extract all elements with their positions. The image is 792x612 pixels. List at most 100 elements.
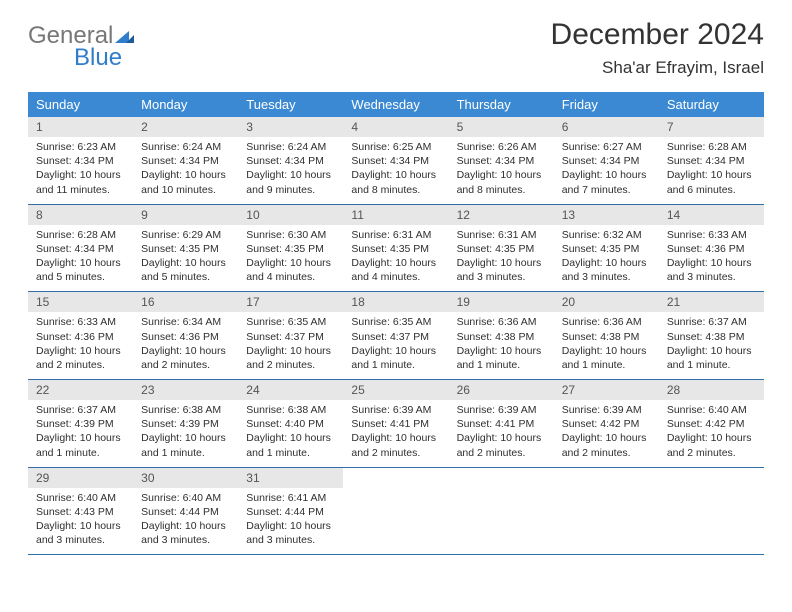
day-details: Sunrise: 6:37 AMSunset: 4:39 PMDaylight:… [28,400,133,467]
calendar-day-cell: 11Sunrise: 6:31 AMSunset: 4:35 PMDayligh… [343,204,448,292]
day-details: Sunrise: 6:29 AMSunset: 4:35 PMDaylight:… [133,225,238,292]
day-number: 13 [554,205,659,225]
calendar-week-row: 22Sunrise: 6:37 AMSunset: 4:39 PMDayligh… [28,380,764,468]
calendar-day-cell: 6Sunrise: 6:27 AMSunset: 4:34 PMDaylight… [554,117,659,204]
day-number: 22 [28,380,133,400]
day-details: Sunrise: 6:34 AMSunset: 4:36 PMDaylight:… [133,312,238,379]
calendar-day-cell: 18Sunrise: 6:35 AMSunset: 4:37 PMDayligh… [343,292,448,380]
day-number: 20 [554,292,659,312]
location: Sha'ar Efrayim, Israel [551,58,764,78]
calendar-day-cell: .. [343,467,448,555]
calendar-day-cell: 20Sunrise: 6:36 AMSunset: 4:38 PMDayligh… [554,292,659,380]
day-details: Sunrise: 6:24 AMSunset: 4:34 PMDaylight:… [238,137,343,204]
day-details: Sunrise: 6:36 AMSunset: 4:38 PMDaylight:… [554,312,659,379]
calendar-week-row: 1Sunrise: 6:23 AMSunset: 4:34 PMDaylight… [28,117,764,204]
calendar-day-cell: 31Sunrise: 6:41 AMSunset: 4:44 PMDayligh… [238,467,343,555]
calendar-day-cell: 16Sunrise: 6:34 AMSunset: 4:36 PMDayligh… [133,292,238,380]
weekday-header-row: SundayMondayTuesdayWednesdayThursdayFrid… [28,92,764,117]
day-details: Sunrise: 6:23 AMSunset: 4:34 PMDaylight:… [28,137,133,204]
calendar-day-cell: 1Sunrise: 6:23 AMSunset: 4:34 PMDaylight… [28,117,133,204]
day-number: 8 [28,205,133,225]
day-number: 9 [133,205,238,225]
calendar-day-cell: 26Sunrise: 6:39 AMSunset: 4:41 PMDayligh… [449,380,554,468]
day-details: Sunrise: 6:27 AMSunset: 4:34 PMDaylight:… [554,137,659,204]
day-details: Sunrise: 6:26 AMSunset: 4:34 PMDaylight:… [449,137,554,204]
day-number: 19 [449,292,554,312]
weekday-header: Monday [133,92,238,117]
logo: General Blue [28,22,134,72]
day-number: 4 [343,117,448,137]
day-number: 29 [28,468,133,488]
calendar-day-cell: 29Sunrise: 6:40 AMSunset: 4:43 PMDayligh… [28,467,133,555]
calendar-day-cell: 21Sunrise: 6:37 AMSunset: 4:38 PMDayligh… [659,292,764,380]
calendar-table: SundayMondayTuesdayWednesdayThursdayFrid… [28,92,764,555]
day-number: 16 [133,292,238,312]
day-number: 15 [28,292,133,312]
calendar-day-cell: 2Sunrise: 6:24 AMSunset: 4:34 PMDaylight… [133,117,238,204]
day-details: Sunrise: 6:35 AMSunset: 4:37 PMDaylight:… [343,312,448,379]
day-details: Sunrise: 6:35 AMSunset: 4:37 PMDaylight:… [238,312,343,379]
day-details: Sunrise: 6:31 AMSunset: 4:35 PMDaylight:… [449,225,554,292]
day-details: Sunrise: 6:40 AMSunset: 4:43 PMDaylight:… [28,488,133,555]
day-number: 5 [449,117,554,137]
day-number: 10 [238,205,343,225]
calendar-day-cell: 30Sunrise: 6:40 AMSunset: 4:44 PMDayligh… [133,467,238,555]
weekday-header: Thursday [449,92,554,117]
day-details: Sunrise: 6:40 AMSunset: 4:42 PMDaylight:… [659,400,764,467]
day-number: 12 [449,205,554,225]
calendar-day-cell: 8Sunrise: 6:28 AMSunset: 4:34 PMDaylight… [28,204,133,292]
calendar-day-cell: 4Sunrise: 6:25 AMSunset: 4:34 PMDaylight… [343,117,448,204]
day-details: Sunrise: 6:39 AMSunset: 4:42 PMDaylight:… [554,400,659,467]
day-number: 21 [659,292,764,312]
day-number: 14 [659,205,764,225]
calendar-day-cell: 23Sunrise: 6:38 AMSunset: 4:39 PMDayligh… [133,380,238,468]
calendar-day-cell: 28Sunrise: 6:40 AMSunset: 4:42 PMDayligh… [659,380,764,468]
day-details: Sunrise: 6:37 AMSunset: 4:38 PMDaylight:… [659,312,764,379]
day-number: 31 [238,468,343,488]
day-details: Sunrise: 6:25 AMSunset: 4:34 PMDaylight:… [343,137,448,204]
header-right: December 2024 Sha'ar Efrayim, Israel [551,18,764,78]
day-details: Sunrise: 6:38 AMSunset: 4:40 PMDaylight:… [238,400,343,467]
calendar-week-row: 8Sunrise: 6:28 AMSunset: 4:34 PMDaylight… [28,204,764,292]
header: General Blue December 2024 Sha'ar Efrayi… [28,18,764,78]
page-title: December 2024 [551,18,764,52]
calendar-day-cell: 17Sunrise: 6:35 AMSunset: 4:37 PMDayligh… [238,292,343,380]
logo-triangle-icon [126,35,134,43]
weekday-header: Tuesday [238,92,343,117]
calendar-day-cell: 5Sunrise: 6:26 AMSunset: 4:34 PMDaylight… [449,117,554,204]
day-number: 7 [659,117,764,137]
day-details: Sunrise: 6:30 AMSunset: 4:35 PMDaylight:… [238,225,343,292]
calendar-day-cell: 3Sunrise: 6:24 AMSunset: 4:34 PMDaylight… [238,117,343,204]
calendar-week-row: 15Sunrise: 6:33 AMSunset: 4:36 PMDayligh… [28,292,764,380]
calendar-body: 1Sunrise: 6:23 AMSunset: 4:34 PMDaylight… [28,117,764,555]
day-number: 25 [343,380,448,400]
weekday-header: Saturday [659,92,764,117]
weekday-header: Sunday [28,92,133,117]
day-details: Sunrise: 6:36 AMSunset: 4:38 PMDaylight:… [449,312,554,379]
calendar-day-cell: 10Sunrise: 6:30 AMSunset: 4:35 PMDayligh… [238,204,343,292]
day-details: Sunrise: 6:32 AMSunset: 4:35 PMDaylight:… [554,225,659,292]
day-number: 28 [659,380,764,400]
logo-word2: Blue [74,44,134,72]
day-number: 17 [238,292,343,312]
calendar-day-cell: .. [449,467,554,555]
day-details: Sunrise: 6:24 AMSunset: 4:34 PMDaylight:… [133,137,238,204]
day-details: Sunrise: 6:41 AMSunset: 4:44 PMDaylight:… [238,488,343,555]
day-number: 18 [343,292,448,312]
day-details: Sunrise: 6:33 AMSunset: 4:36 PMDaylight:… [28,312,133,379]
day-number: 1 [28,117,133,137]
day-number: 26 [449,380,554,400]
day-number: 30 [133,468,238,488]
calendar-week-row: 29Sunrise: 6:40 AMSunset: 4:43 PMDayligh… [28,467,764,555]
day-number: 24 [238,380,343,400]
calendar-day-cell: 15Sunrise: 6:33 AMSunset: 4:36 PMDayligh… [28,292,133,380]
day-details: Sunrise: 6:33 AMSunset: 4:36 PMDaylight:… [659,225,764,292]
calendar-day-cell: 14Sunrise: 6:33 AMSunset: 4:36 PMDayligh… [659,204,764,292]
calendar-day-cell: 27Sunrise: 6:39 AMSunset: 4:42 PMDayligh… [554,380,659,468]
calendar-day-cell: 12Sunrise: 6:31 AMSunset: 4:35 PMDayligh… [449,204,554,292]
day-details: Sunrise: 6:31 AMSunset: 4:35 PMDaylight:… [343,225,448,292]
day-number: 11 [343,205,448,225]
calendar-day-cell: 13Sunrise: 6:32 AMSunset: 4:35 PMDayligh… [554,204,659,292]
day-details: Sunrise: 6:28 AMSunset: 4:34 PMDaylight:… [28,225,133,292]
day-details: Sunrise: 6:28 AMSunset: 4:34 PMDaylight:… [659,137,764,204]
